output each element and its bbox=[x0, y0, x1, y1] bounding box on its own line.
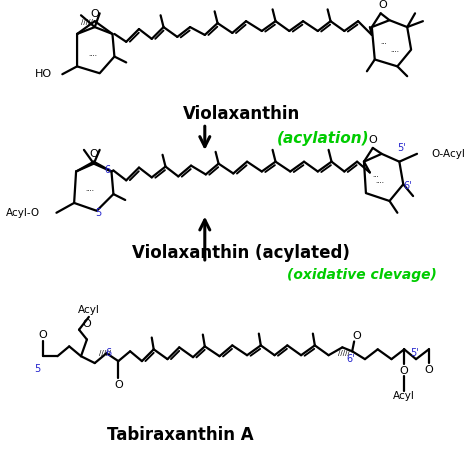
Text: O: O bbox=[91, 9, 99, 19]
Text: ....: .... bbox=[390, 46, 399, 53]
Text: O: O bbox=[82, 319, 91, 329]
Text: Tabiraxanthin A: Tabiraxanthin A bbox=[107, 426, 254, 444]
Text: O: O bbox=[424, 365, 433, 375]
Text: /////: ///// bbox=[338, 350, 350, 356]
Text: Violaxanthin: Violaxanthin bbox=[182, 105, 300, 122]
Text: 5': 5' bbox=[397, 143, 406, 153]
Text: 6': 6' bbox=[403, 181, 411, 191]
Text: 6': 6' bbox=[346, 354, 355, 364]
Text: O-Acyl: O-Acyl bbox=[431, 149, 465, 159]
Text: O: O bbox=[368, 135, 377, 145]
Text: Violaxanthin (acylated): Violaxanthin (acylated) bbox=[132, 244, 350, 262]
Text: O: O bbox=[353, 330, 362, 341]
Text: O: O bbox=[400, 366, 409, 376]
Text: Acyl: Acyl bbox=[78, 305, 100, 315]
Text: 6: 6 bbox=[105, 348, 111, 358]
Text: /////: ///// bbox=[99, 350, 110, 356]
Text: Acyl: Acyl bbox=[393, 391, 415, 401]
Text: ....: .... bbox=[88, 51, 97, 56]
Text: ...: ... bbox=[373, 173, 379, 178]
Text: (oxidative clevage): (oxidative clevage) bbox=[287, 268, 437, 282]
Text: O: O bbox=[378, 0, 387, 10]
Text: 5: 5 bbox=[96, 208, 102, 218]
Text: Acyl-O: Acyl-O bbox=[6, 208, 40, 218]
Text: ....: .... bbox=[85, 186, 94, 192]
Text: O: O bbox=[38, 329, 47, 339]
Text: HO: HO bbox=[35, 69, 52, 79]
Text: ....: .... bbox=[375, 178, 384, 184]
Text: 5': 5' bbox=[410, 348, 419, 358]
Text: O: O bbox=[114, 380, 123, 390]
Text: (acylation): (acylation) bbox=[276, 131, 369, 146]
Text: 5: 5 bbox=[35, 364, 41, 374]
Text: ...: ... bbox=[380, 39, 387, 45]
Text: /////: ///// bbox=[81, 19, 93, 25]
Text: O: O bbox=[90, 149, 98, 159]
Text: 6: 6 bbox=[104, 164, 110, 174]
